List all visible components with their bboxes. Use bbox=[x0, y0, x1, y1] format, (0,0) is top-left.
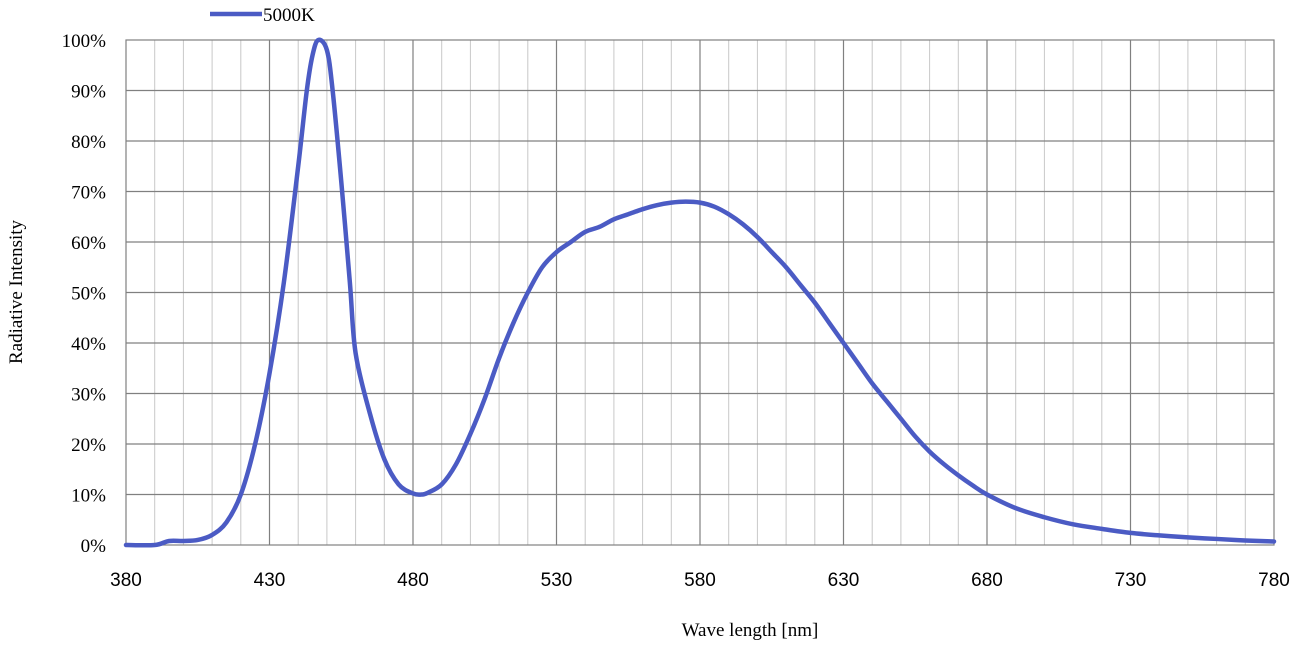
x-tick-label: 530 bbox=[541, 570, 573, 591]
y-axis-title: Radiative Intensity bbox=[6, 219, 27, 364]
y-tick-label: 60% bbox=[71, 233, 106, 254]
y-tick-label: 20% bbox=[71, 435, 106, 456]
y-tick-label: 80% bbox=[71, 132, 106, 153]
x-tick-label: 680 bbox=[971, 570, 1003, 591]
y-tick-label: 50% bbox=[71, 284, 106, 305]
y-tick-label: 30% bbox=[71, 385, 106, 406]
legend: 5000K bbox=[210, 5, 315, 26]
x-axis-tick-labels: 380 430 480 530 580 630 680 730 780 bbox=[110, 570, 1290, 591]
series-line-5000k bbox=[123, 37, 1277, 548]
x-tick-label: 730 bbox=[1115, 570, 1147, 591]
x-tick-label: 430 bbox=[254, 570, 286, 591]
y-tick-label: 10% bbox=[71, 486, 106, 507]
y-tick-label: 70% bbox=[71, 183, 106, 204]
y-tick-label: 100% bbox=[62, 31, 107, 52]
y-tick-label: 40% bbox=[71, 334, 106, 355]
legend-label: 5000K bbox=[263, 5, 315, 26]
x-tick-label: 480 bbox=[397, 570, 429, 591]
major-grid bbox=[126, 40, 1274, 545]
x-tick-label: 580 bbox=[684, 570, 716, 591]
y-tick-label: 90% bbox=[71, 82, 106, 103]
y-tick-label: 0% bbox=[81, 536, 107, 557]
x-tick-label: 630 bbox=[828, 570, 860, 591]
y-axis-tick-labels: 0% 10% 20% 30% 40% 50% 60% 70% 80% 90% 100% bbox=[62, 31, 107, 557]
x-tick-label: 380 bbox=[110, 570, 142, 591]
x-axis-title: Wave length [nm] bbox=[682, 620, 819, 641]
plot-area-frame bbox=[125, 39, 1275, 546]
x-tick-label: 780 bbox=[1258, 570, 1290, 591]
